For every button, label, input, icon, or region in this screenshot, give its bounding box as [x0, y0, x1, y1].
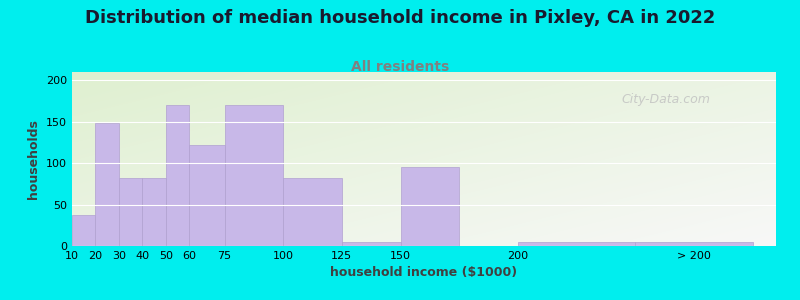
Bar	[119, 178, 142, 246]
Text: Distribution of median household income in Pixley, CA in 2022: Distribution of median household income …	[85, 9, 715, 27]
Bar	[190, 145, 225, 246]
Bar	[95, 123, 119, 246]
Bar	[635, 242, 753, 246]
Bar	[401, 167, 459, 246]
Text: All residents: All residents	[351, 60, 449, 74]
Bar	[142, 178, 166, 246]
Bar	[518, 242, 635, 246]
Bar	[166, 105, 190, 246]
X-axis label: household income ($1000): household income ($1000)	[330, 266, 518, 279]
Y-axis label: households: households	[27, 119, 41, 199]
Bar	[72, 215, 95, 246]
Bar	[283, 178, 342, 246]
Bar	[225, 105, 283, 246]
Text: City-Data.com: City-Data.com	[621, 93, 710, 106]
Bar	[342, 242, 401, 246]
